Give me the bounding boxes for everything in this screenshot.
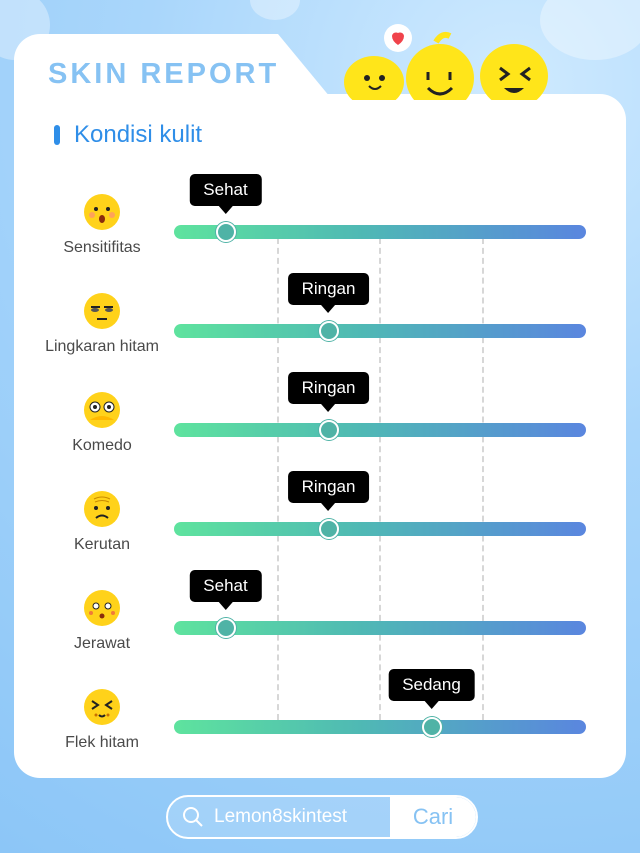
tired-face-icon <box>84 293 120 329</box>
metric-track <box>174 621 586 635</box>
metric-row: Komedo Ringan <box>0 372 640 475</box>
metric-row: Flek hitam Sedang <box>0 669 640 772</box>
metric-status-tooltip: Sehat <box>189 570 262 610</box>
metric-knob <box>318 420 339 440</box>
metric-row: Jerawat Sehat <box>0 570 640 673</box>
metric-status-tooltip: Ringan <box>287 471 370 511</box>
metric-track <box>174 522 586 536</box>
metric-track <box>174 225 586 239</box>
metric-knob <box>318 321 339 341</box>
metric-row: Lingkaran hitam Ringan <box>0 273 640 376</box>
metric-status-tooltip: Sedang <box>388 669 475 709</box>
section-marker <box>54 125 60 145</box>
metric-knob <box>318 519 339 539</box>
background-bubble <box>250 0 300 20</box>
metric-status-tooltip: Ringan <box>287 372 370 412</box>
metric-label: Kerutan <box>73 536 131 553</box>
grid-line <box>482 238 484 720</box>
metric-label: Komedo <box>72 437 132 454</box>
metric-row: Sensitifitas Sehat <box>0 174 640 277</box>
surprised-face-icon <box>84 194 120 230</box>
metric-track <box>174 423 586 437</box>
squinting-face-icon <box>84 689 120 725</box>
section-title: Kondisi kulit <box>74 121 203 148</box>
lemon-mascots-icon <box>344 24 548 100</box>
grid-line <box>277 238 279 720</box>
metric-track <box>174 720 586 734</box>
search-field[interactable]: Lemon8skintest <box>168 797 390 837</box>
search-icon <box>183 807 203 827</box>
acne-face-icon <box>84 590 120 626</box>
metric-label: Flek hitam <box>65 734 139 751</box>
metric-knob <box>215 222 236 242</box>
metric-status-tooltip: Sehat <box>189 174 262 214</box>
metric-label: Sensitifitas <box>63 239 141 256</box>
metric-knob <box>421 717 442 737</box>
metric-label: Lingkaran hitam <box>45 338 159 355</box>
metric-status-tooltip: Ringan <box>287 273 370 313</box>
metric-row: Kerutan Ringan <box>0 471 640 574</box>
page-title: SKIN REPORT <box>48 58 280 90</box>
search-query: Lemon8skintest <box>214 806 348 827</box>
metric-label: Jerawat <box>73 635 131 652</box>
search-bar[interactable]: Lemon8skintest Cari <box>166 795 478 839</box>
search-button[interactable]: Cari <box>390 797 476 837</box>
metric-knob <box>215 618 236 638</box>
wrinkled-face-icon <box>84 491 120 527</box>
grid-line <box>379 238 381 720</box>
metric-track <box>174 324 586 338</box>
covering-face-icon <box>84 392 120 428</box>
section-header: Kondisi kulit <box>54 120 202 150</box>
